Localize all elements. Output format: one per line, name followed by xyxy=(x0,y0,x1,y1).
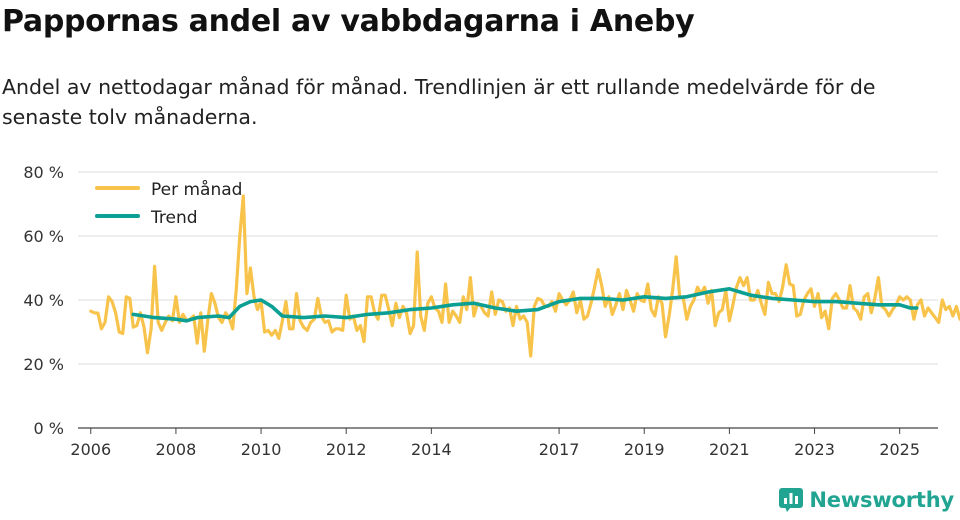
x-tick-label: 2008 xyxy=(156,440,197,459)
x-tick-label: 2023 xyxy=(794,440,835,459)
legend-label-trend: Trend xyxy=(150,208,198,228)
legend: Per månad Trend xyxy=(95,179,242,228)
x-tick-label: 2006 xyxy=(70,440,111,459)
brand-name: Newsworthy xyxy=(809,488,954,512)
x-tick-label: 2025 xyxy=(879,440,920,459)
y-tick-label: 40 % xyxy=(23,291,64,310)
series-layer xyxy=(89,194,960,358)
y-tick-label: 0 % xyxy=(34,419,64,438)
y-gridlines xyxy=(78,171,938,429)
line-chart: 0 % 20 % 40 % 60 % 80 % 2006 2008 2010 2012 2014… xyxy=(23,163,960,459)
brand-logo: Newsworthy xyxy=(779,488,954,512)
chart-title: Pappornas andel av vabbdagarna i Aneby xyxy=(2,4,695,39)
x-tick-label: 2017 xyxy=(539,440,580,459)
y-tick-label: 20 % xyxy=(23,355,64,374)
x-tick-label: 2019 xyxy=(624,440,665,459)
y-axis-labels: 0 % 20 % 40 % 60 % 80 % xyxy=(23,163,64,438)
legend-label-monthly: Per månad xyxy=(151,179,242,200)
y-tick-label: 80 % xyxy=(23,163,64,182)
x-axis: 2006 2008 2010 2012 2014 2017 2019 2021 2023 2025 xyxy=(70,428,920,459)
series-line-per-manad xyxy=(89,194,960,358)
bar-chart-icon xyxy=(779,488,804,512)
x-tick-label: 2010 xyxy=(241,440,282,459)
x-tick-label: 2012 xyxy=(326,440,367,459)
y-tick-label: 60 % xyxy=(23,227,64,246)
x-tick-label: 2014 xyxy=(411,440,452,459)
chart-subtitle: Andel av nettodagar månad för månad. Tre… xyxy=(2,75,876,129)
x-tick-label: 2021 xyxy=(709,440,750,459)
series-line-trend xyxy=(131,287,919,323)
